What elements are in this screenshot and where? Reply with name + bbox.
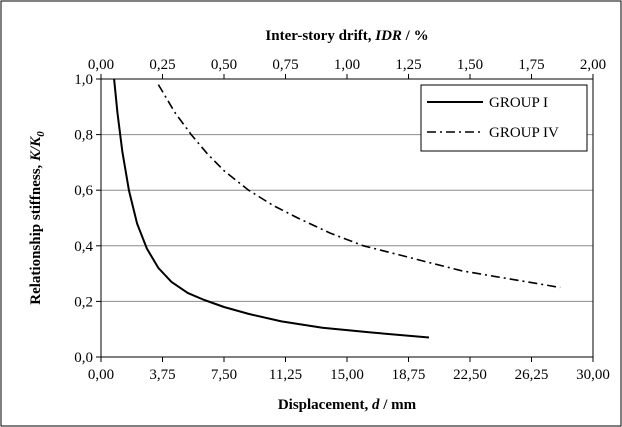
y-tick-label: 1,0 (74, 72, 93, 88)
top-tick-label: 0,75 (272, 57, 298, 73)
top-axis-title-part-2: IDR (374, 28, 402, 44)
legend-label-group-iv: GROUP IV (489, 125, 559, 141)
top-tick-label: 1,50 (457, 57, 483, 73)
x-axis-title-part-2: d (372, 397, 380, 413)
series-line-group-iv (157, 84, 561, 289)
legend: GROUP I GROUP IV (420, 84, 588, 152)
y-axis-title-part-1: Relationship stiffness, (28, 161, 44, 305)
x-axis-title-part-3: / mm (379, 397, 416, 413)
top-tick-label: 2,00 (580, 57, 606, 73)
y-tick-label: 0,8 (74, 128, 93, 144)
tick-layer: 0,00,20,40,60,81,00,00 3,75 7,50 11,25 15,00… (74, 57, 610, 383)
x-tick-label: 15,00 (330, 367, 364, 383)
top-axis-title-part-3: / % (402, 28, 429, 44)
x-tick-label: 22,50 (453, 367, 487, 383)
legend-label-group-i: GROUP I (489, 95, 548, 111)
y-tick-label: 0,6 (74, 183, 93, 199)
x-tick-label: 11,25 (269, 367, 302, 383)
top-axis-title: Inter-story drift, IDR / % (265, 28, 428, 44)
y-tick-label: 0,4 (74, 239, 93, 255)
y-axis-title: Relationship stiffness, K/K0 (28, 131, 47, 305)
x-axis-title: Displacement, d / mm (278, 397, 417, 413)
x-tick-label: 26,25 (515, 367, 549, 383)
top-tick-label: 1,00 (334, 57, 360, 73)
series-layer (113, 78, 561, 339)
top-tick-label: 0,25 (149, 57, 175, 73)
top-axis-title-part-1: Inter-story drift, (265, 28, 375, 44)
y-axis-title-part-2: K/K (28, 136, 44, 162)
x-axis-title-part-1: Displacement, (278, 397, 372, 413)
y-axis-title-subscript: 0 (35, 131, 47, 137)
x-tick-label: 3,75 (149, 367, 175, 383)
x-tick-label: 30,00 (576, 367, 610, 383)
y-tick-label: 0,2 (74, 294, 93, 310)
top-tick-label: 1,25 (395, 57, 421, 73)
y-tick-label: 0,0 (74, 350, 93, 366)
series-line-group-i (113, 78, 430, 339)
x-tick-label: 18,75 (392, 367, 426, 383)
top-tick-label: 0,50 (211, 57, 237, 73)
top-tick-label: 1,75 (518, 57, 544, 73)
x-tick-label: 7,50 (211, 367, 237, 383)
x-tick-label: 0,00 (88, 367, 114, 383)
top-tick-label: 0,00 (88, 57, 114, 73)
legend-box (420, 84, 588, 152)
